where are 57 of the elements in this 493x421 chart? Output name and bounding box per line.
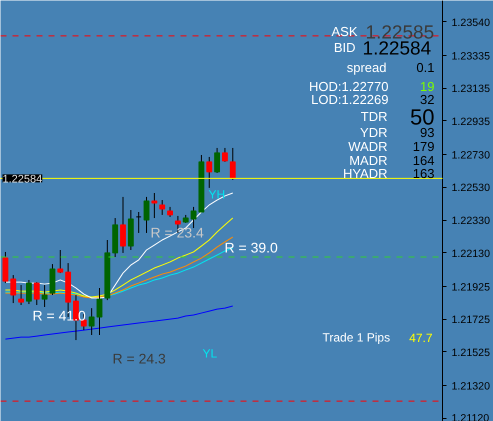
text: TDR	[360, 109, 388, 124]
text: MADR	[349, 153, 388, 168]
candlestick	[18, 284, 24, 306]
y-tick-label: 1.22730	[452, 149, 490, 162]
annotation: YL	[202, 346, 218, 360]
text: YDR	[360, 125, 388, 140]
candlestick	[167, 206, 173, 218]
candlestick	[34, 282, 40, 306]
candlestick	[136, 211, 142, 234]
text: 164	[412, 153, 435, 168]
text: HOD:1.22770	[309, 79, 389, 94]
annotation: R = 24.3	[112, 350, 166, 366]
text: Trade 1 Pips	[322, 330, 390, 344]
candlestick	[42, 284, 48, 308]
y-tick-label: 1.22130	[452, 248, 490, 260]
text: 163	[412, 166, 435, 181]
text: 0.1	[416, 60, 435, 75]
candlestick	[222, 147, 228, 162]
candlestick	[96, 287, 102, 336]
y-tick-label: 1.21725	[452, 314, 490, 326]
candlestick	[10, 274, 16, 304]
line-series	[4, 306, 234, 340]
text: spread	[346, 60, 386, 75]
text: 179	[412, 139, 435, 154]
candlestick	[206, 156, 212, 188]
text: ASK	[331, 24, 358, 39]
candlestick	[159, 200, 166, 216]
y-tick-label: 1.23540	[452, 16, 490, 29]
text: 1.22584	[362, 38, 432, 60]
y-tick-label: 1.22935	[452, 116, 490, 128]
annotation: R = 39.0	[224, 240, 278, 256]
text: BID	[334, 40, 356, 55]
y-tick-label: 1.23335	[452, 50, 490, 62]
candlestick	[190, 206, 196, 229]
candlestick	[88, 308, 95, 336]
candlestick	[2, 251, 8, 284]
text: 47.7	[409, 331, 433, 345]
y-tick-label: 1.23135	[452, 83, 490, 96]
candlestick	[57, 249, 64, 274]
y-tick-label: 1.21320	[452, 380, 490, 392]
text: WADR	[348, 139, 388, 154]
text: LOD:1.22269	[311, 92, 389, 107]
text: 32	[420, 92, 435, 107]
text: 19	[420, 79, 435, 94]
y-tick-label: 1.21925	[452, 281, 490, 294]
annotation: YH	[208, 188, 226, 202]
ref-line-label: 1.22584	[2, 173, 42, 186]
candlestick	[144, 196, 150, 234]
annotation: R = 23.4	[150, 224, 204, 240]
text: HYADR	[342, 166, 388, 181]
candlestick	[151, 192, 158, 219]
y-tick-label: 1.21525	[452, 346, 490, 359]
y-tick-label: 1.22330	[452, 215, 490, 228]
candlestick	[26, 279, 32, 305]
y-tick-label: 1.22530	[452, 182, 490, 194]
candlestick	[214, 147, 220, 174]
candlestick	[120, 196, 126, 254]
